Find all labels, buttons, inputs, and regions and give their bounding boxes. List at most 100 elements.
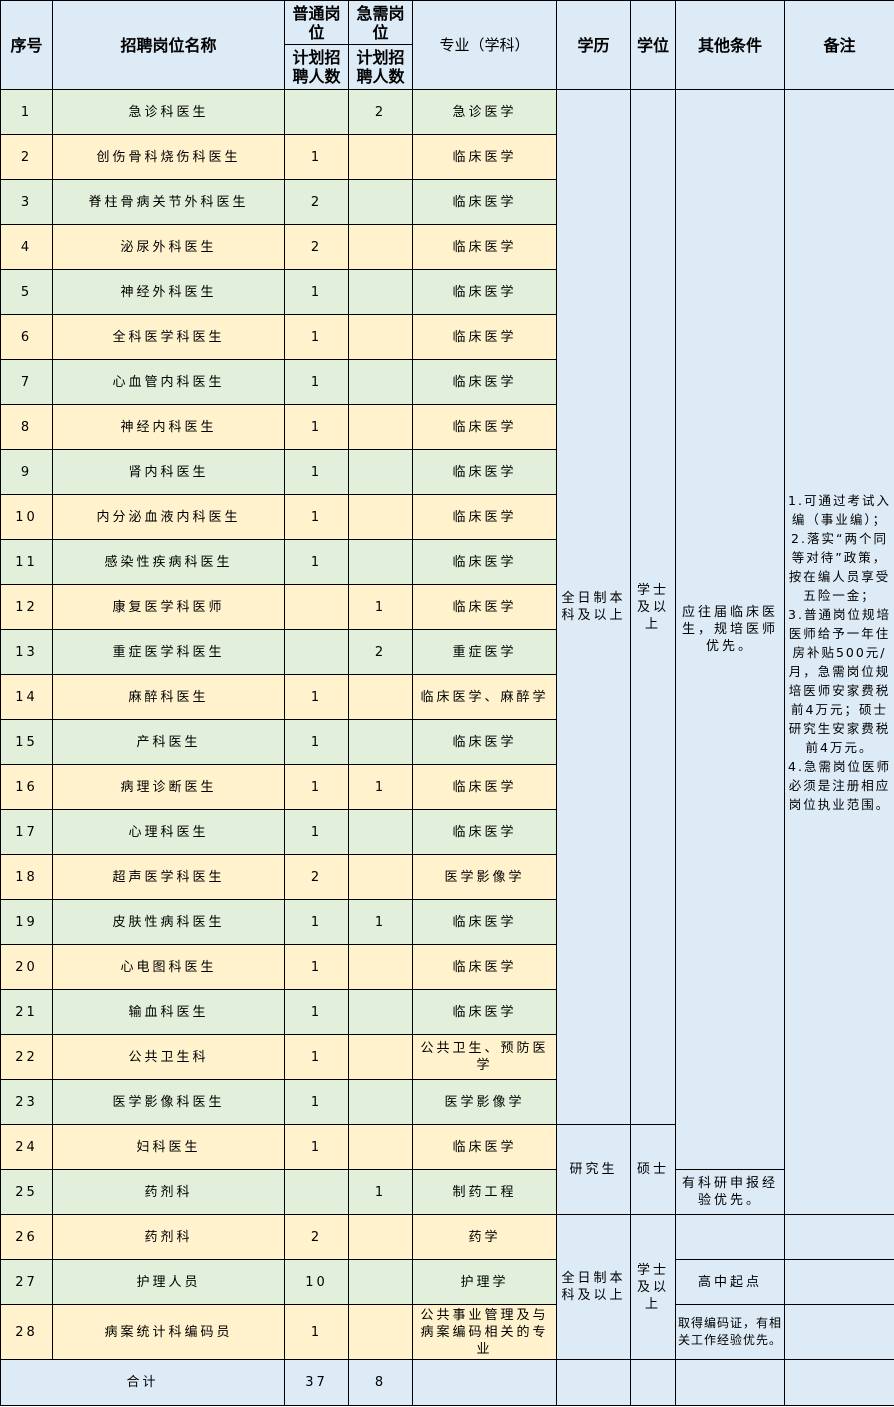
header-degree: 学位 xyxy=(630,0,676,90)
position-name-cell: 康复医学科医师 xyxy=(52,584,285,630)
urgent-count-cell: 1 xyxy=(348,584,413,630)
seq-cell: 22 xyxy=(0,1034,53,1080)
total-urgent: 8 xyxy=(348,1359,413,1406)
major-cell: 临床医学 xyxy=(412,179,557,225)
table-row: 6 全科医学科医生 1 临床医学 xyxy=(0,314,894,360)
education-cell: 全日制本科及以上 xyxy=(556,89,631,1125)
header-other: 其他条件 xyxy=(675,0,785,90)
major-cell: 临床医学 xyxy=(412,134,557,180)
regular-count-cell: 1 xyxy=(284,404,349,450)
position-name-cell: 肾内科医生 xyxy=(52,449,285,495)
header-urgent-group: 急需岗位 xyxy=(348,0,413,45)
education-cell: 研究生 xyxy=(556,1124,631,1215)
regular-count-cell xyxy=(284,89,349,135)
seq-cell: 19 xyxy=(0,899,53,945)
seq-cell: 26 xyxy=(0,1214,53,1260)
major-cell: 临床医学 xyxy=(412,809,557,855)
urgent-count-cell: 1 xyxy=(348,899,413,945)
regular-count-cell: 1 xyxy=(284,314,349,360)
table-row: 22 公共卫生科 1 公共卫生、预防医学 xyxy=(0,1034,894,1080)
table-row: 27 护理人员 10 护理学 高中起点 xyxy=(0,1259,894,1305)
position-name-cell: 泌尿外科医生 xyxy=(52,224,285,270)
position-name-cell: 全科医学科医生 xyxy=(52,314,285,360)
other-conditions-cell: 高中起点 xyxy=(675,1259,785,1305)
empty-cell xyxy=(630,1359,676,1406)
major-cell: 重症医学 xyxy=(412,629,557,675)
table-row: 20 心电图科医生 1 临床医学 xyxy=(0,944,894,990)
position-name-cell: 重症医学科医生 xyxy=(52,629,285,675)
urgent-count-cell xyxy=(348,854,413,900)
major-cell: 临床医学 xyxy=(412,539,557,585)
table-row: 19 皮肤性病科医生 1 1 临床医学 xyxy=(0,899,894,945)
position-name-cell: 急诊科医生 xyxy=(52,89,285,135)
major-cell: 临床医学、麻醉学 xyxy=(412,674,557,720)
major-cell: 临床医学 xyxy=(412,449,557,495)
table-row: 2 创伤骨科烧伤科医生 1 临床医学 xyxy=(0,134,894,180)
header-regular-group: 普通岗位 xyxy=(284,0,349,45)
table-row: 16 病理诊断医生 1 1 临床医学 xyxy=(0,764,894,810)
regular-count-cell: 2 xyxy=(284,224,349,270)
seq-cell: 7 xyxy=(0,359,53,405)
regular-count-cell: 1 xyxy=(284,494,349,540)
major-cell: 制药工程 xyxy=(412,1169,557,1215)
table-row: 28 病案统计科编码员 1 公共事业管理及与病案编码相关的专业 取得编码证，有相关工作经… xyxy=(0,1304,894,1360)
major-cell: 临床医学 xyxy=(412,764,557,810)
urgent-count-cell xyxy=(348,494,413,540)
major-cell: 临床医学 xyxy=(412,944,557,990)
regular-count-cell xyxy=(284,1169,349,1215)
major-cell: 护理学 xyxy=(412,1259,557,1305)
urgent-count-cell xyxy=(348,179,413,225)
seq-cell: 1 xyxy=(0,89,53,135)
table-row: 13 重症医学科医生 2 重症医学 xyxy=(0,629,894,675)
empty-cell xyxy=(784,1359,894,1406)
urgent-count-cell xyxy=(348,1259,413,1305)
seq-cell: 27 xyxy=(0,1259,53,1305)
regular-count-cell: 1 xyxy=(284,539,349,585)
position-name-cell: 超声医学科医生 xyxy=(52,854,285,900)
position-name-cell: 神经内科医生 xyxy=(52,404,285,450)
major-cell: 临床医学 xyxy=(412,899,557,945)
other-conditions-cell: 取得编码证，有相关工作经验优先。 xyxy=(675,1304,785,1360)
regular-count-cell: 1 xyxy=(284,1034,349,1080)
position-name-cell: 神经外科医生 xyxy=(52,269,285,315)
other-conditions-cell: 有科研申报经验优先。 xyxy=(675,1169,785,1215)
regular-count-cell: 10 xyxy=(284,1259,349,1305)
empty-cell xyxy=(675,1359,785,1406)
regular-count-cell: 1 xyxy=(284,1079,349,1125)
urgent-count-cell xyxy=(348,674,413,720)
urgent-count-cell xyxy=(348,359,413,405)
urgent-count-cell: 2 xyxy=(348,89,413,135)
urgent-count-cell xyxy=(348,314,413,360)
major-cell: 急诊医学 xyxy=(412,89,557,135)
major-cell: 医学影像学 xyxy=(412,854,557,900)
other-conditions-cell: 应往届临床医生，规培医师优先。 xyxy=(675,89,785,1170)
urgent-count-cell xyxy=(348,1304,413,1360)
regular-count-cell: 2 xyxy=(284,854,349,900)
header-urgent-count: 计划招聘人数 xyxy=(348,44,413,90)
table-row: 12 康复医学科医师 1 临床医学 xyxy=(0,584,894,630)
urgent-count-cell xyxy=(348,539,413,585)
header-remarks: 备注 xyxy=(784,0,894,90)
urgent-count-cell xyxy=(348,1034,413,1080)
position-name-cell: 产科医生 xyxy=(52,719,285,765)
regular-count-cell: 1 xyxy=(284,719,349,765)
seq-cell: 28 xyxy=(0,1304,53,1360)
seq-cell: 2 xyxy=(0,134,53,180)
table-row: 15 产科医生 1 临床医学 xyxy=(0,719,894,765)
header-education: 学历 xyxy=(556,0,631,90)
position-name-cell: 创伤骨科烧伤科医生 xyxy=(52,134,285,180)
remarks-cell: 1.可通过考试入编（事业编）； 2.落实“两个同等对待”政策，按在编人员享受五险… xyxy=(784,89,894,1215)
seq-cell: 24 xyxy=(0,1124,53,1170)
position-name-cell: 心理科医生 xyxy=(52,809,285,855)
position-name-cell: 药剂科 xyxy=(52,1169,285,1215)
total-label: 合计 xyxy=(0,1359,285,1406)
major-cell: 临床医学 xyxy=(412,719,557,765)
regular-count-cell: 1 xyxy=(284,944,349,990)
seq-cell: 13 xyxy=(0,629,53,675)
table-row: 3 脊柱骨病关节外科医生 2 临床医学 xyxy=(0,179,894,225)
urgent-count-cell xyxy=(348,1124,413,1170)
major-cell: 临床医学 xyxy=(412,404,557,450)
regular-count-cell: 1 xyxy=(284,269,349,315)
seq-cell: 14 xyxy=(0,674,53,720)
total-row: 合计 37 8 xyxy=(0,1359,894,1406)
